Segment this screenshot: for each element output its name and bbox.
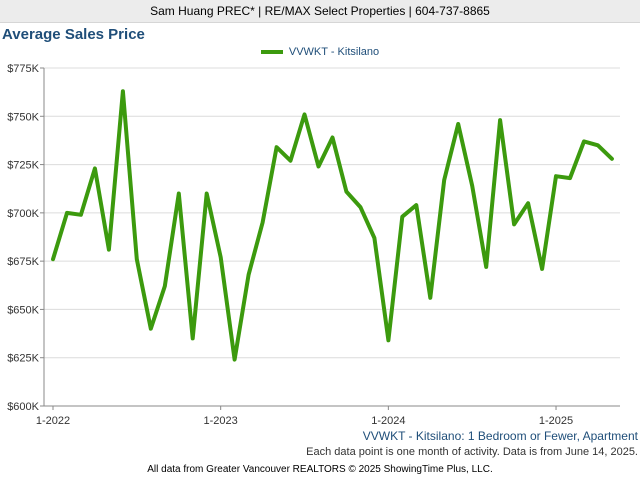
data-point [191, 336, 195, 340]
data-point [512, 222, 516, 226]
data-point [554, 174, 558, 178]
data-point [247, 273, 251, 277]
data-point [484, 265, 488, 269]
data-point [316, 165, 320, 169]
x-tick-label: 1-2024 [371, 415, 405, 427]
header-bar: Sam Huang PREC* | RE/MAX Select Properti… [0, 0, 640, 23]
data-point [51, 257, 55, 261]
data-point [526, 201, 530, 205]
data-point [303, 112, 307, 116]
y-tick-label: $675K [7, 256, 39, 268]
data-point [177, 192, 181, 196]
plot-area [44, 68, 620, 406]
data-point [344, 190, 348, 194]
data-point [358, 205, 362, 209]
data-point [414, 203, 418, 207]
x-tick-label: 1-2023 [204, 415, 238, 427]
data-point [149, 327, 153, 331]
legend-swatch [260, 50, 283, 54]
data-point [540, 267, 544, 271]
legend: VVWKT - Kitsilano [0, 46, 640, 58]
data-point [79, 213, 83, 217]
data-point [233, 358, 237, 362]
data-point [582, 139, 586, 143]
data-point [456, 122, 460, 126]
legend-label: VVWKT - Kitsilano [288, 46, 380, 58]
data-point [289, 159, 293, 163]
data-point [470, 184, 474, 188]
data-point [93, 166, 97, 170]
data-point [121, 89, 125, 93]
header-text: Sam Huang PREC* | RE/MAX Select Properti… [150, 4, 490, 18]
series-description: VVWKT - Kitsilano: 1 Bedroom or Fewer, A… [362, 429, 638, 443]
series-line [51, 89, 614, 362]
data-point [163, 284, 167, 288]
data-point [428, 296, 432, 300]
data-point [372, 236, 376, 240]
data-point [107, 248, 111, 252]
y-tick-label: $650K [7, 304, 39, 316]
data-point [219, 255, 223, 259]
y-tick-label: $750K [7, 111, 39, 123]
data-point [596, 143, 600, 147]
data-point [400, 215, 404, 219]
data-point [330, 136, 334, 140]
y-tick-label: $625K [7, 353, 39, 365]
footer-credit: All data from Greater Vancouver REALTORS… [147, 464, 493, 475]
y-tick-label: $600K [7, 401, 39, 413]
y-tick-label: $775K [7, 63, 39, 75]
chart-title: Average Sales Price [2, 26, 145, 43]
data-point [568, 176, 572, 180]
x-tick-label: 1-2025 [539, 415, 573, 427]
data-period-note: Each data point is one month of activity… [306, 446, 638, 458]
y-tick-label: $725K [7, 160, 39, 172]
data-point [65, 211, 69, 215]
data-point [275, 145, 279, 149]
data-point [498, 118, 502, 122]
data-point [261, 221, 265, 225]
y-tick-label: $700K [7, 208, 39, 220]
data-point [386, 338, 390, 342]
x-tick-label: 1-2022 [36, 415, 70, 427]
data-point [610, 157, 614, 161]
data-point [135, 257, 139, 261]
data-point [442, 178, 446, 182]
data-point [205, 192, 209, 196]
